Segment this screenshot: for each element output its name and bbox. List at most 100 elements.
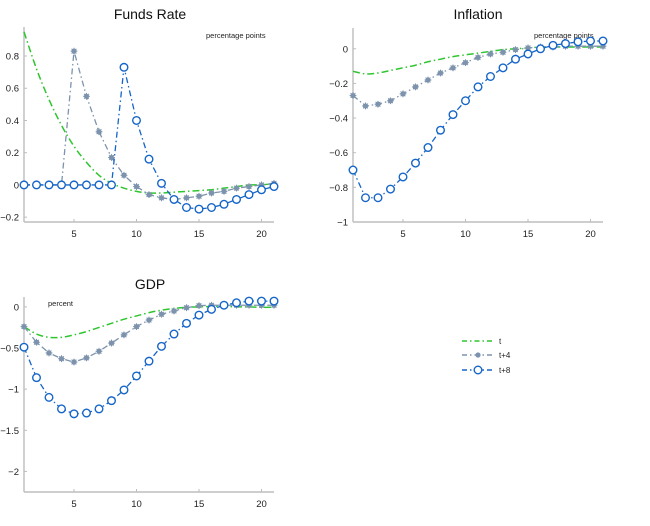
funds-rate-series-t-plus-8-point — [194, 204, 204, 214]
inflation-series-t-plus-4-point — [362, 102, 369, 110]
funds-rate-series-t-plus-8-point — [231, 194, 241, 204]
funds-rate-unit-label: percentage points — [206, 31, 266, 40]
inflation-series-t-plus-4-point — [424, 76, 432, 84]
inflation-title: Inflation — [453, 6, 502, 22]
inflation-x-tick-label: 10 — [460, 229, 471, 240]
inflation-series-t-plus-8-point — [386, 184, 396, 194]
gdp-y-tick-label: −1.5 — [0, 426, 19, 437]
gdp-x-tick-label: 15 — [194, 499, 205, 510]
funds-rate-series-t-plus-8-point — [19, 180, 29, 190]
legend-entry-t-plus-8: t+8 — [462, 365, 511, 375]
funds-rate-series-t-plus-8-point — [181, 202, 191, 212]
gdp-y-tick-label: −1 — [8, 385, 19, 396]
funds-rate-y-tick-label: 0.2 — [6, 148, 19, 159]
inflation-series-t-plus-4-point — [499, 48, 507, 56]
funds-rate-y-tick-label: 0.4 — [6, 116, 19, 127]
gdp-series-t-plus-8-point — [119, 385, 129, 395]
gdp-series-t-plus-4-point — [70, 358, 78, 366]
funds-rate-series-t-plus-4-point — [208, 189, 215, 197]
gdp-x-tick-label: 10 — [131, 499, 142, 510]
gdp-x-tick-label: 5 — [71, 499, 76, 510]
funds-rate-series-t-plus-4-point — [120, 171, 128, 179]
funds-rate-series-t-plus-8-point — [169, 194, 179, 204]
gdp-series-t-plus-8-point — [32, 373, 42, 383]
gdp-title: GDP — [135, 276, 165, 292]
inflation-series-t-plus-8-point — [586, 36, 596, 46]
gdp-series-t-plus-8-point — [194, 310, 204, 320]
funds-rate-series-t-plus-8-point — [106, 180, 116, 190]
funds-rate-series-t-plus-8-point — [257, 185, 267, 195]
gdp-series-t-plus-8-point — [144, 356, 154, 366]
funds-rate-series-t-plus-8-point — [81, 180, 91, 190]
gdp-panel: GDP percent −2 −1.5 −1 −0.5 0 5 10 15 20 — [0, 276, 279, 510]
funds-rate-y-tick-label: 0.6 — [6, 84, 19, 95]
inflation-y-tick-label: −0.4 — [329, 114, 348, 125]
gdp-series-t-plus-4-point — [170, 307, 178, 315]
inflation-series-t-plus-8-point — [523, 49, 533, 59]
inflation-series-t-plus-4-point — [374, 100, 382, 108]
inflation-series-t-plus-8-point — [373, 193, 383, 203]
legend-circle-marker — [473, 365, 483, 375]
inflation-series-t-plus-4-point — [387, 97, 394, 105]
gdp-series-t-plus-4-point — [158, 310, 165, 318]
inflation-series-t-plus-8-point — [348, 165, 358, 175]
funds-rate-series-t-plus-8-point — [32, 180, 42, 190]
gdp-series-t-plus-8-point — [19, 342, 29, 352]
gdp-y-tick-label: 0 — [14, 302, 19, 313]
funds-rate-series-t-plus-8-point — [244, 190, 254, 200]
funds-rate-series-t-plus-4-point — [245, 183, 253, 190]
gdp-series-t-plus-4-point — [58, 355, 65, 363]
gdp-series-t-plus-8-point — [106, 396, 116, 406]
legend-label: t+4 — [499, 351, 511, 360]
funds-rate-series-t-plus-8-point — [119, 62, 129, 72]
funds-rate-series-t-plus-4-point — [70, 47, 78, 55]
legend-label: t — [499, 337, 502, 346]
funds-rate-series-t-plus-8-point — [44, 180, 54, 190]
funds-rate-y-tick-label: −0.2 — [0, 213, 19, 224]
gdp-series-t-plus-8-point — [181, 318, 191, 328]
inflation-series-t-plus-4-point — [437, 69, 444, 77]
funds-rate-x-tick-label: 10 — [131, 229, 142, 240]
funds-rate-series-t-plus-4-point — [183, 194, 190, 202]
funds-rate-x-tick-label: 15 — [194, 229, 205, 240]
gdp-series-t-plus-8-point — [244, 296, 254, 306]
funds-rate-series-t-plus-4-point — [95, 128, 103, 136]
gdp-series-t-plus-8-point — [81, 408, 91, 418]
gdp-series-t-plus-4-line — [23, 304, 274, 363]
gdp-series-t-plus-8-point — [44, 392, 54, 402]
inflation-series-t-plus-4-point — [412, 83, 419, 91]
funds-rate-series-t-plus-4-point — [145, 191, 153, 199]
funds-rate-series-t-plus-8-point — [206, 202, 216, 212]
gdp-series-t-plus-4-point — [183, 304, 190, 312]
funds-rate-x-tick-label: 5 — [71, 229, 76, 240]
inflation-series-t-plus-8-point — [448, 110, 458, 120]
gdp-series-t-plus-4-point — [195, 302, 203, 310]
legend-asterisk-marker — [475, 352, 481, 358]
inflation-x-tick-label: 20 — [585, 229, 596, 240]
gdp-series-t-plus-8-point — [257, 296, 267, 306]
funds-rate-series-t-plus-8-point — [156, 178, 166, 188]
funds-rate-series-t-plus-4-point — [158, 194, 165, 202]
gdp-series-t-plus-8-point — [156, 341, 166, 351]
inflation-y-tick-label: −0.2 — [329, 79, 348, 90]
gdp-series-t-plus-4-point — [145, 316, 153, 324]
funds-rate-series-t-plus-4-point — [83, 92, 90, 100]
funds-rate-series-t-plus-8-point — [57, 180, 67, 190]
gdp-series-t-plus-4-point — [20, 323, 28, 331]
funds-rate-series-t-plus-8-point — [69, 180, 79, 190]
gdp-series-t-plus-4-point — [95, 347, 103, 355]
gdp-series-t-plus-8-point — [94, 404, 104, 414]
gdp-series-t-plus-8-point — [269, 296, 279, 306]
inflation-series-t-plus-4-point — [512, 46, 519, 54]
inflation-x-tick-label: 15 — [523, 229, 534, 240]
funds-rate-series-t-plus-8-point — [144, 154, 154, 164]
funds-rate-series-t-plus-4-point — [195, 192, 203, 200]
inflation-series-t-plus-8-point — [398, 172, 408, 182]
gdp-series-t-plus-8-point — [69, 409, 79, 419]
inflation-y-tick-label: −0.6 — [329, 148, 348, 159]
inflation-series-t-plus-8-point — [411, 158, 421, 168]
inflation-series-t-plus-8-point — [361, 193, 371, 203]
gdp-series-t-plus-4-point — [83, 354, 90, 362]
funds-rate-title: Funds Rate — [114, 6, 187, 22]
inflation-series-t-plus-4-point — [462, 59, 469, 67]
